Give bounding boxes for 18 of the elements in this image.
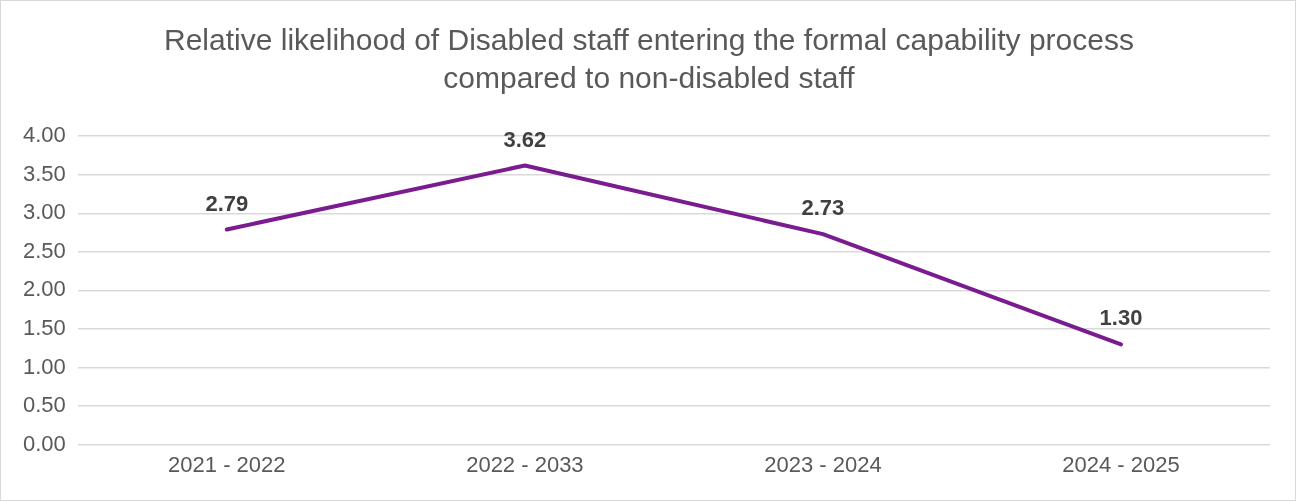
chart-title: Relative likelihood of Disabled staff entering the formal capability process compared to non-disabled staff <box>163 22 1135 96</box>
text: 1.30 <box>1099 305 1143 331</box>
y-tick-label: 2.50 <box>22 237 66 263</box>
x-tick-label: 2022 - 2033 <box>466 451 584 477</box>
y-tick-label: 2.00 <box>22 276 66 302</box>
x-tick-label: 2024 - 2025 <box>1062 451 1180 477</box>
x-tick-label: 2023 - 2024 <box>764 451 882 477</box>
y-tick-label: 0.50 <box>22 392 66 418</box>
y-tick-label: 1.50 <box>22 315 66 341</box>
x-tick-label: 2021 - 2022 <box>168 451 286 477</box>
y-tick-label: 0.00 <box>22 430 66 456</box>
text: 2.79 <box>205 190 249 216</box>
y-tick-label: 3.00 <box>22 199 66 225</box>
y-tick-label: 3.50 <box>22 160 66 186</box>
text: 2.73 <box>801 195 845 221</box>
y-tick-label: 4.00 <box>22 122 66 148</box>
text: 3.62 <box>503 126 547 152</box>
y-tick-label: 1.00 <box>22 353 66 379</box>
